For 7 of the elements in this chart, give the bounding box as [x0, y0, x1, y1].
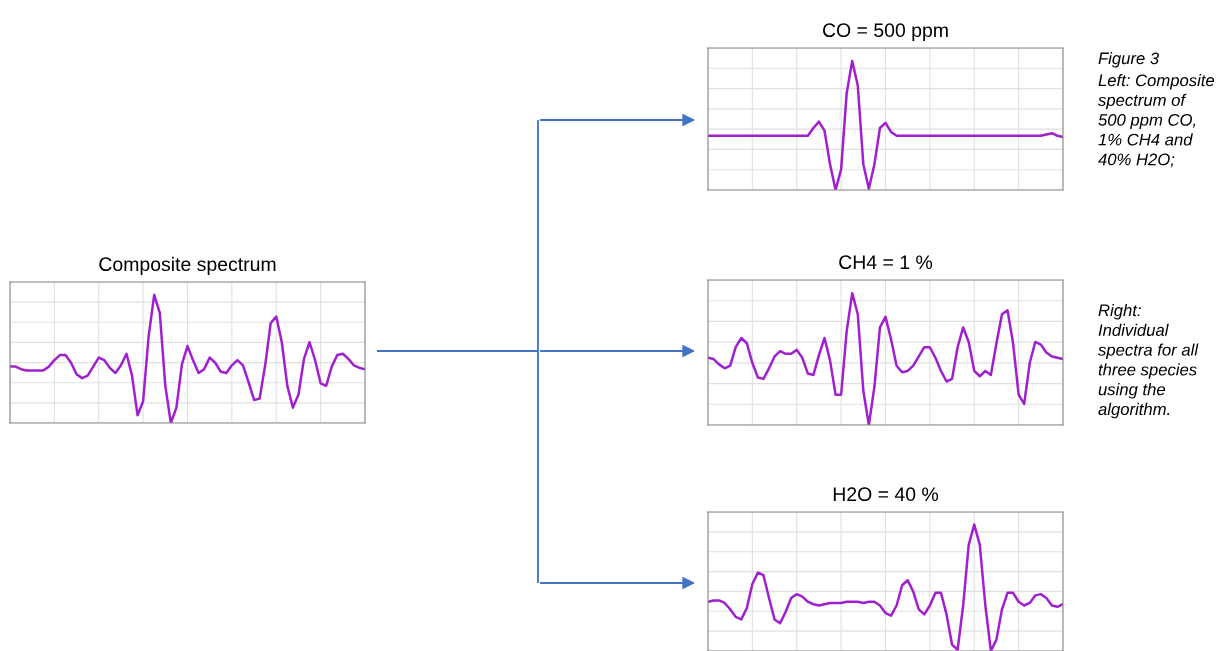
text: Left: Composite spectrum of 500 ppm CO, 1% CH4 and 40% H2O;: [1098, 74, 1215, 168]
chart-title: CO = 500 ppm: [822, 23, 948, 41]
chart-title: Composite spectrum: [99, 256, 276, 275]
chart-title: H2O = 40 %: [833, 487, 939, 502]
chart-title: CH4 = 1 %: [839, 255, 933, 270]
caption: Figure 3: [1098, 52, 1159, 68]
text: Right: Individual spectra for all three species using the algorithm.: [1098, 304, 1199, 419]
